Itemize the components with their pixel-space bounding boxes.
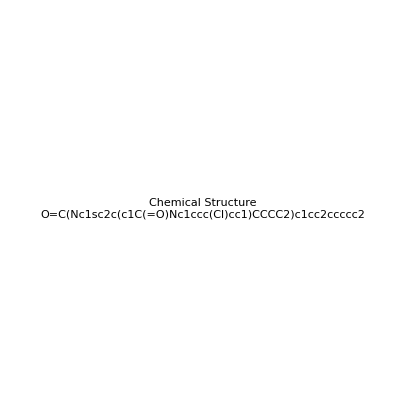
Text: Chemical Structure
O=C(Nc1sc2c(c1C(=O)Nc1ccc(Cl)cc1)CCCC2)c1cc2ccccc2: Chemical Structure O=C(Nc1sc2c(c1C(=O)Nc…	[40, 198, 364, 220]
